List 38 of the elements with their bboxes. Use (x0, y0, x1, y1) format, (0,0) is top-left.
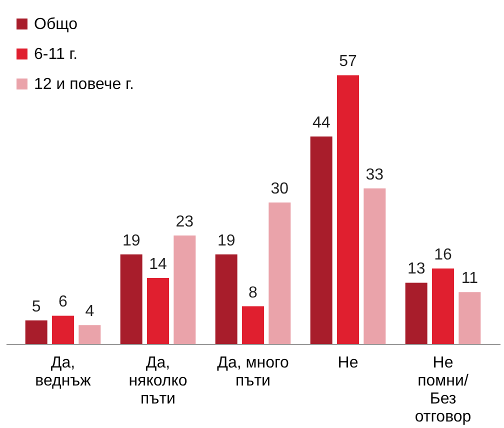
bar (78, 325, 101, 344)
bar (310, 136, 332, 344)
bar (174, 236, 196, 344)
data-label: 19 (217, 232, 236, 250)
data-label: 6 (58, 294, 68, 311)
bar (268, 202, 291, 344)
data-label: 44 (312, 114, 330, 132)
data-label: 5 (32, 298, 41, 316)
data-label: 8 (248, 284, 258, 302)
data-label: 11 (461, 270, 478, 288)
bar (405, 282, 428, 344)
x-tick-label: Да, няколко пъти (128, 354, 188, 408)
data-label: 57 (339, 53, 357, 70)
data-label: 16 (434, 246, 452, 264)
bar (337, 75, 359, 344)
bar (458, 292, 481, 344)
bar (52, 316, 74, 344)
data-label: 33 (366, 166, 384, 184)
bar (147, 278, 169, 344)
bar (242, 306, 264, 344)
bar (432, 268, 454, 344)
data-label: 13 (407, 260, 426, 278)
bar (120, 254, 142, 344)
x-tick-label: Не (338, 354, 358, 372)
data-label: 19 (122, 232, 140, 250)
data-label: 14 (149, 256, 167, 273)
x-tick-label: Не помни/ Без отговор (414, 354, 472, 426)
x-tick-label: Да, много пъти (217, 354, 289, 390)
legend-label: Общо (34, 16, 78, 33)
bar (364, 188, 386, 344)
data-label: 4 (85, 303, 94, 320)
data-label: 23 (176, 214, 194, 231)
bar (25, 320, 48, 344)
data-label: 30 (270, 180, 289, 198)
bar (215, 254, 238, 344)
x-tick-label: Да, веднъж (35, 354, 92, 390)
legend-label: 6-11 г. (34, 46, 78, 63)
legend-label: 12 и повече г. (34, 76, 134, 93)
